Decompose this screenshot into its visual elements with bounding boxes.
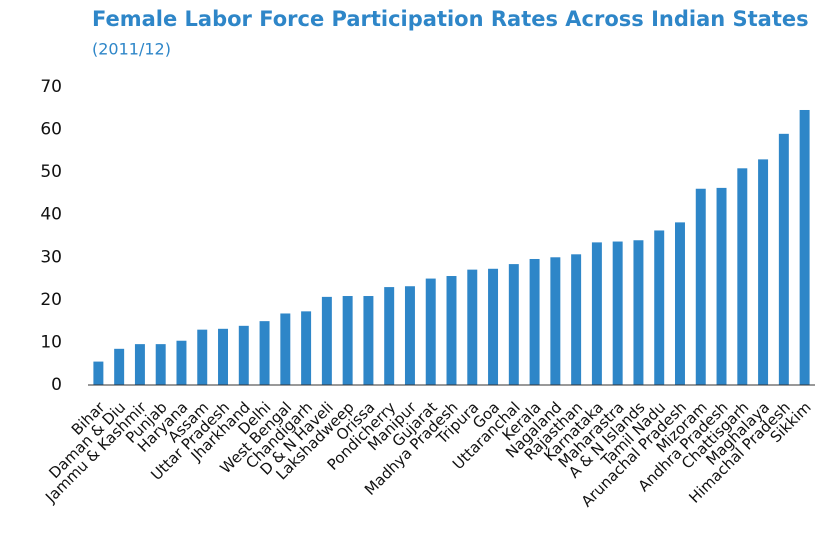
y-tick-label: 70: [40, 77, 62, 97]
bar: [716, 187, 727, 385]
y-tick-label: 0: [51, 375, 62, 395]
y-tick-label: 60: [40, 120, 62, 140]
bar: [238, 325, 249, 385]
bar: [114, 348, 125, 385]
bar: [446, 276, 457, 385]
bar: [176, 340, 187, 385]
bar: [612, 241, 623, 385]
bar: [301, 311, 312, 385]
bar: [508, 264, 519, 385]
bar: [529, 258, 540, 385]
bar: [197, 329, 208, 385]
bar: [280, 313, 291, 385]
chart-title: Female Labor Force Participation Rates A…: [92, 7, 809, 31]
bar: [778, 133, 789, 385]
chart-subtitle: (2011/12): [92, 40, 171, 59]
y-tick-label: 50: [40, 162, 62, 182]
bar: [218, 328, 228, 385]
bar: [675, 222, 685, 385]
bar: [155, 344, 166, 385]
bar: [591, 242, 602, 385]
bar: [633, 240, 644, 385]
bar: [799, 109, 810, 385]
bar: [654, 230, 665, 385]
bar: [695, 188, 706, 385]
bar: [425, 278, 436, 385]
bar: [93, 361, 104, 385]
bar: [384, 287, 395, 385]
bar: [758, 159, 769, 385]
y-tick-label: 10: [40, 332, 62, 352]
bar: [488, 268, 499, 385]
bar: [737, 168, 748, 385]
bar: [134, 344, 145, 385]
bar: [550, 257, 561, 385]
bar: [342, 296, 353, 385]
y-tick-label: 30: [40, 247, 62, 267]
bar: [321, 296, 332, 385]
bar: [571, 254, 582, 385]
y-tick-label: 40: [40, 205, 62, 225]
bar: [467, 269, 478, 385]
y-tick-label: 20: [40, 290, 62, 310]
bar: [363, 296, 374, 385]
bar: [259, 321, 270, 385]
bar: [404, 286, 415, 385]
